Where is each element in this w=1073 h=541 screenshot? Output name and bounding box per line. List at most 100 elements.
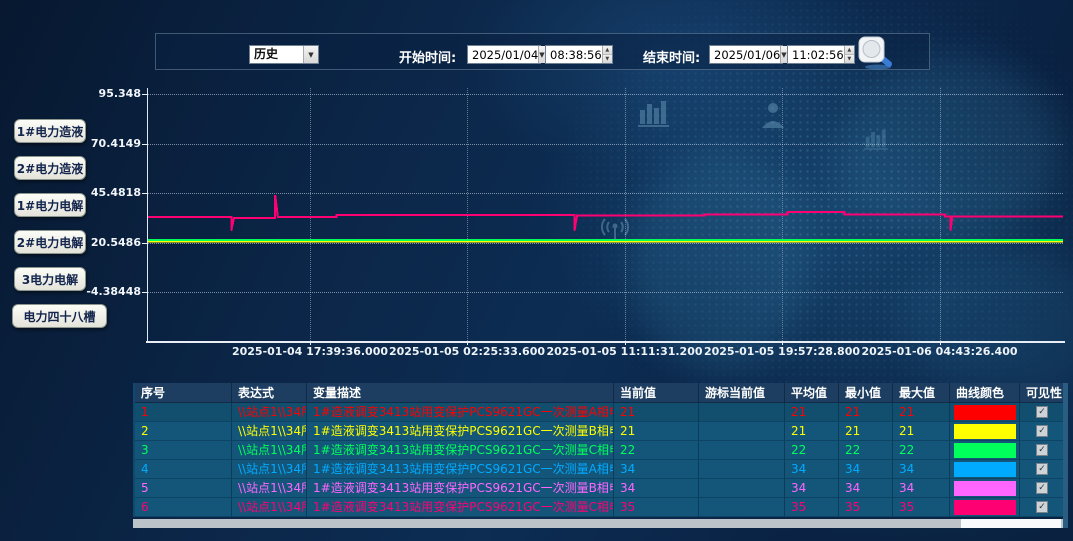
horizontal-scrollbar-thumb[interactable] bbox=[961, 519, 1061, 528]
row-cursor-value bbox=[699, 441, 785, 460]
row-average-value: 21 bbox=[785, 422, 839, 441]
chevron-down-icon[interactable]: ▼ bbox=[780, 46, 787, 63]
spinner-up-icon: ▲ bbox=[602, 46, 612, 55]
row-expression: \\站点1\\34所电力… bbox=[232, 479, 307, 498]
y-axis-tick-label: 20.5486 bbox=[90, 235, 141, 249]
x-axis-tick bbox=[467, 341, 468, 345]
col-header-visibility[interactable]: 可见性 bbox=[1020, 383, 1065, 403]
sidebar-item-1-dianli-dianjie[interactable]: 1#电力电解 bbox=[14, 193, 86, 217]
end-date-input[interactable]: 2025/01/06 ▼ bbox=[709, 45, 787, 64]
table-row[interactable]: 1 \\站点1\\34所电力… 1#造液调变3413站用变保护PCS9621GC… bbox=[135, 403, 1065, 422]
start-time-input[interactable]: 08:38:56 ▲ ▼ bbox=[545, 45, 613, 64]
curve-color-swatch[interactable] bbox=[953, 423, 1016, 439]
x-axis-tick-label: 2025-01-05 11:11:31.200 bbox=[546, 345, 703, 358]
row-current-value: 35 bbox=[614, 498, 699, 517]
horizontal-scrollbar[interactable] bbox=[133, 519, 1063, 528]
row-description: 1#造液调变3413站用变保护PCS9621GC一次测量B相电流 bbox=[307, 479, 614, 498]
row-no: 3 bbox=[135, 441, 232, 460]
time-spinner[interactable]: ▲ ▼ bbox=[843, 46, 854, 63]
row-average-value: 34 bbox=[785, 479, 839, 498]
curve-color-swatch[interactable] bbox=[953, 480, 1016, 496]
sidebar-item-3-dianli-dianjie[interactable]: 3电力电解 bbox=[14, 267, 86, 291]
row-cursor-value bbox=[699, 460, 785, 479]
row-average-value: 34 bbox=[785, 460, 839, 479]
end-time-label: 结束时间: bbox=[643, 51, 701, 66]
curve-color-swatch[interactable] bbox=[953, 404, 1016, 420]
row-max-value: 35 bbox=[893, 498, 950, 517]
sidebar-item-dianli-48-cao[interactable]: 电力四十八槽 bbox=[12, 304, 107, 328]
col-header-cursor[interactable]: 游标当前值 bbox=[699, 383, 785, 403]
start-date-input[interactable]: 2025/01/04 ▼ bbox=[467, 45, 545, 64]
row-average-value: 21 bbox=[785, 403, 839, 422]
h-gridline bbox=[148, 143, 1063, 145]
end-date-value: 2025/01/06 bbox=[714, 47, 781, 62]
map-glow-decor bbox=[630, 150, 810, 370]
x-axis-tick-label: 2025-01-06 04:43:26.400 bbox=[861, 345, 1018, 358]
row-max-value: 21 bbox=[893, 403, 950, 422]
table-row[interactable]: 5 \\站点1\\34所电力… 1#造液调变3413站用变保护PCS9621GC… bbox=[135, 479, 1065, 498]
col-header-description[interactable]: 变量描述 bbox=[307, 383, 614, 403]
visibility-checkbox[interactable]: ✓ bbox=[1036, 444, 1048, 456]
row-max-value: 34 bbox=[893, 479, 950, 498]
y-axis-tick-label: 70.4149 bbox=[90, 136, 141, 150]
row-description: 1#造液调变3413站用变保护PCS9621GC一次测量A相电压 bbox=[307, 403, 614, 422]
chevron-down-icon[interactable]: ▼ bbox=[538, 46, 545, 63]
vertical-scrollbar[interactable] bbox=[1063, 383, 1068, 528]
table-row[interactable]: 3 \\站点1\\34所电力… 1#造液调变3413站用变保护PCS9621GC… bbox=[135, 441, 1065, 460]
sidebar-item-2-dianli-dianjie[interactable]: 2#电力电解 bbox=[14, 230, 86, 254]
curve-color-swatch[interactable] bbox=[953, 442, 1016, 458]
search-button[interactable] bbox=[856, 35, 900, 71]
decor-bar-chart-icon bbox=[638, 101, 669, 127]
curve-data-table: 序号 表达式 变量描述 当前值 游标当前值 平均值 最小值 最大值 曲线颜色 可… bbox=[133, 383, 1065, 517]
row-description: 1#造液调变3413站用变保护PCS9621GC一次测量A相电流 bbox=[307, 460, 614, 479]
x-axis-tick-label: 2025-01-05 02:25:33.600 bbox=[388, 345, 546, 358]
toolbar-panel: 历史 ▼ 开始时间: 2025/01/04 ▼ 08:38:56 ▲ ▼ 结束时间… bbox=[155, 33, 930, 70]
row-current-value: 34 bbox=[614, 479, 699, 498]
col-header-min[interactable]: 最小值 bbox=[839, 383, 893, 403]
time-spinner[interactable]: ▲ ▼ bbox=[601, 46, 612, 63]
row-min-value: 21 bbox=[839, 422, 893, 441]
decor-antenna-icon bbox=[601, 218, 629, 241]
col-header-current[interactable]: 当前值 bbox=[614, 383, 699, 403]
y-axis-tick bbox=[142, 143, 147, 145]
row-no: 4 bbox=[135, 460, 232, 479]
col-header-average[interactable]: 平均值 bbox=[785, 383, 839, 403]
mode-select[interactable]: 历史 ▼ bbox=[249, 45, 319, 64]
table-row[interactable]: 4 \\站点1\\34所电力… 1#造液调变3413站用变保护PCS9621GC… bbox=[135, 460, 1065, 479]
col-header-max[interactable]: 最大值 bbox=[893, 383, 950, 403]
visibility-checkbox[interactable]: ✓ bbox=[1036, 501, 1048, 513]
map-glow-decor bbox=[900, 250, 1073, 390]
v-gridline bbox=[624, 88, 626, 341]
row-current-value: 34 bbox=[614, 460, 699, 479]
mode-select-value: 历史 bbox=[254, 47, 279, 61]
start-time-label: 开始时间: bbox=[399, 51, 457, 66]
sidebar-item-2-dianli-zaoye[interactable]: 2#电力造液 bbox=[14, 156, 86, 180]
sidebar-item-1-dianli-zaoye[interactable]: 1#电力造液 bbox=[14, 119, 86, 143]
row-expression: \\站点1\\34所电力… bbox=[232, 403, 307, 422]
visibility-checkbox[interactable]: ✓ bbox=[1036, 463, 1048, 475]
visibility-checkbox[interactable]: ✓ bbox=[1036, 406, 1048, 418]
row-cursor-value bbox=[699, 422, 785, 441]
curve-color-swatch[interactable] bbox=[953, 499, 1016, 515]
col-header-expression[interactable]: 表达式 bbox=[232, 383, 307, 403]
chart-plot-area[interactable] bbox=[148, 88, 1063, 341]
y-axis-tick-label: 95.348 bbox=[98, 87, 141, 100]
visibility-checkbox[interactable]: ✓ bbox=[1036, 425, 1048, 437]
col-header-no[interactable]: 序号 bbox=[135, 383, 232, 403]
end-time-input[interactable]: 11:02:56 ▲ ▼ bbox=[787, 45, 855, 64]
h-gridline bbox=[148, 94, 1063, 95]
row-expression: \\站点1\\34所电力… bbox=[232, 498, 307, 517]
x-axis-line bbox=[146, 341, 1065, 343]
decor-person-icon bbox=[762, 103, 784, 128]
y-axis-tick bbox=[142, 242, 147, 244]
chevron-down-icon[interactable]: ▼ bbox=[303, 46, 318, 63]
row-average-value: 35 bbox=[785, 498, 839, 517]
visibility-checkbox[interactable]: ✓ bbox=[1036, 482, 1048, 494]
table-row[interactable]: 6 \\站点1\\34所电力… 1#造液调变3413站用变保护PCS9621GC… bbox=[135, 498, 1065, 517]
y-axis-tick-label: -4.38448 bbox=[86, 285, 141, 298]
curve-color-swatch[interactable] bbox=[953, 461, 1016, 477]
table-row[interactable]: 2 \\站点1\\34所电力… 1#造液调变3413站用变保护PCS9621GC… bbox=[135, 422, 1065, 441]
magnifier-icon bbox=[858, 36, 892, 70]
col-header-curve-color[interactable]: 曲线颜色 bbox=[950, 383, 1020, 403]
